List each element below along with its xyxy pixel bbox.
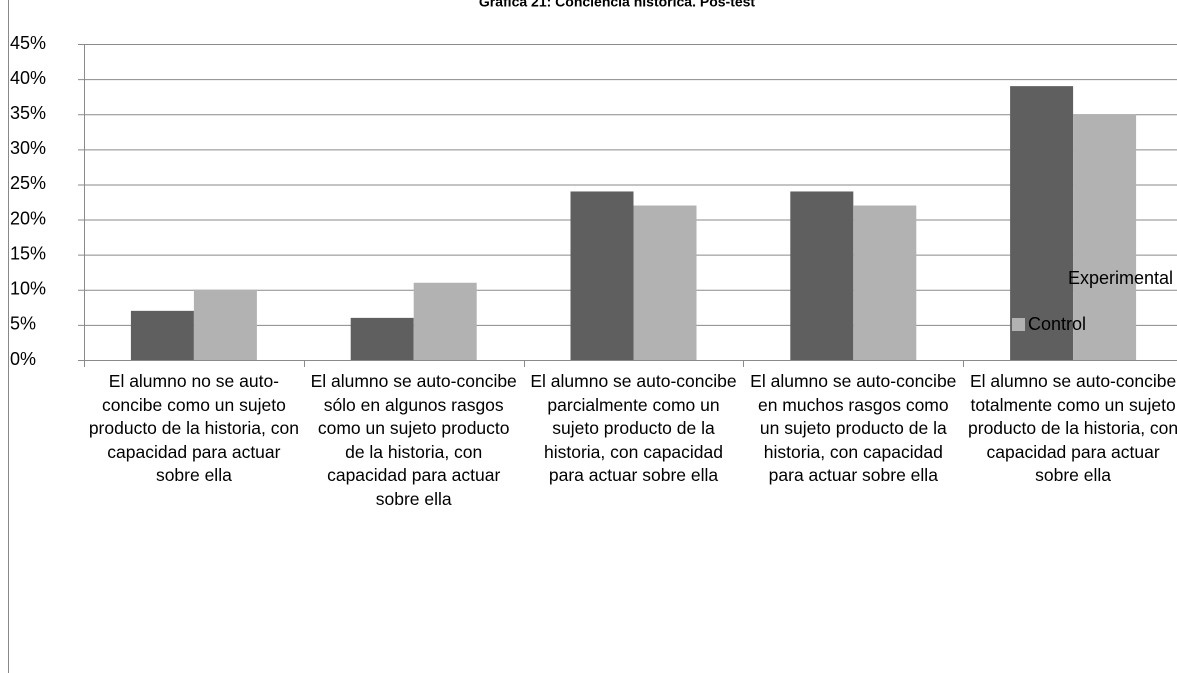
legend-swatch	[1012, 318, 1025, 331]
y-tick-label: 45%	[10, 33, 46, 53]
x-tick-label: El alumno se auto-concibe totalmente com…	[968, 371, 1177, 486]
x-tick-label: El alumno se auto-concibe en muchos rasg…	[750, 371, 957, 486]
bar	[413, 282, 477, 360]
bar	[193, 289, 257, 360]
y-tick-label: 30%	[10, 138, 46, 158]
x-tick-label: El alumno no se auto-concibe como un suj…	[88, 371, 299, 486]
legend-label: Control	[1028, 314, 1086, 334]
bar	[1010, 86, 1074, 360]
y-tick-label: 10%	[10, 279, 46, 299]
bar	[130, 310, 194, 360]
x-tick-label: El alumno se auto-concibe sólo en alguno…	[310, 371, 517, 509]
legend-swatch	[1012, 272, 1025, 285]
bar	[350, 317, 414, 360]
bar	[790, 191, 854, 360]
bar	[1073, 114, 1137, 360]
y-tick-label: 15%	[10, 243, 46, 263]
y-tick-label: 25%	[10, 173, 46, 193]
y-tick-label: 20%	[10, 208, 46, 228]
y-tick-label: 0%	[10, 349, 36, 369]
y-tick-label: 40%	[10, 68, 46, 88]
y-tick-label: 5%	[10, 314, 36, 334]
y-tick-label: 35%	[10, 103, 46, 123]
x-tick-label: El alumno se auto-concibe parcialmente c…	[530, 371, 737, 486]
bar	[570, 191, 634, 360]
bar	[633, 205, 697, 360]
chart-title: Gráfica 21: Conciencia histórica. Pos-te…	[479, 0, 756, 10]
legend-label: Experimental	[1068, 268, 1173, 288]
bar	[853, 205, 917, 360]
